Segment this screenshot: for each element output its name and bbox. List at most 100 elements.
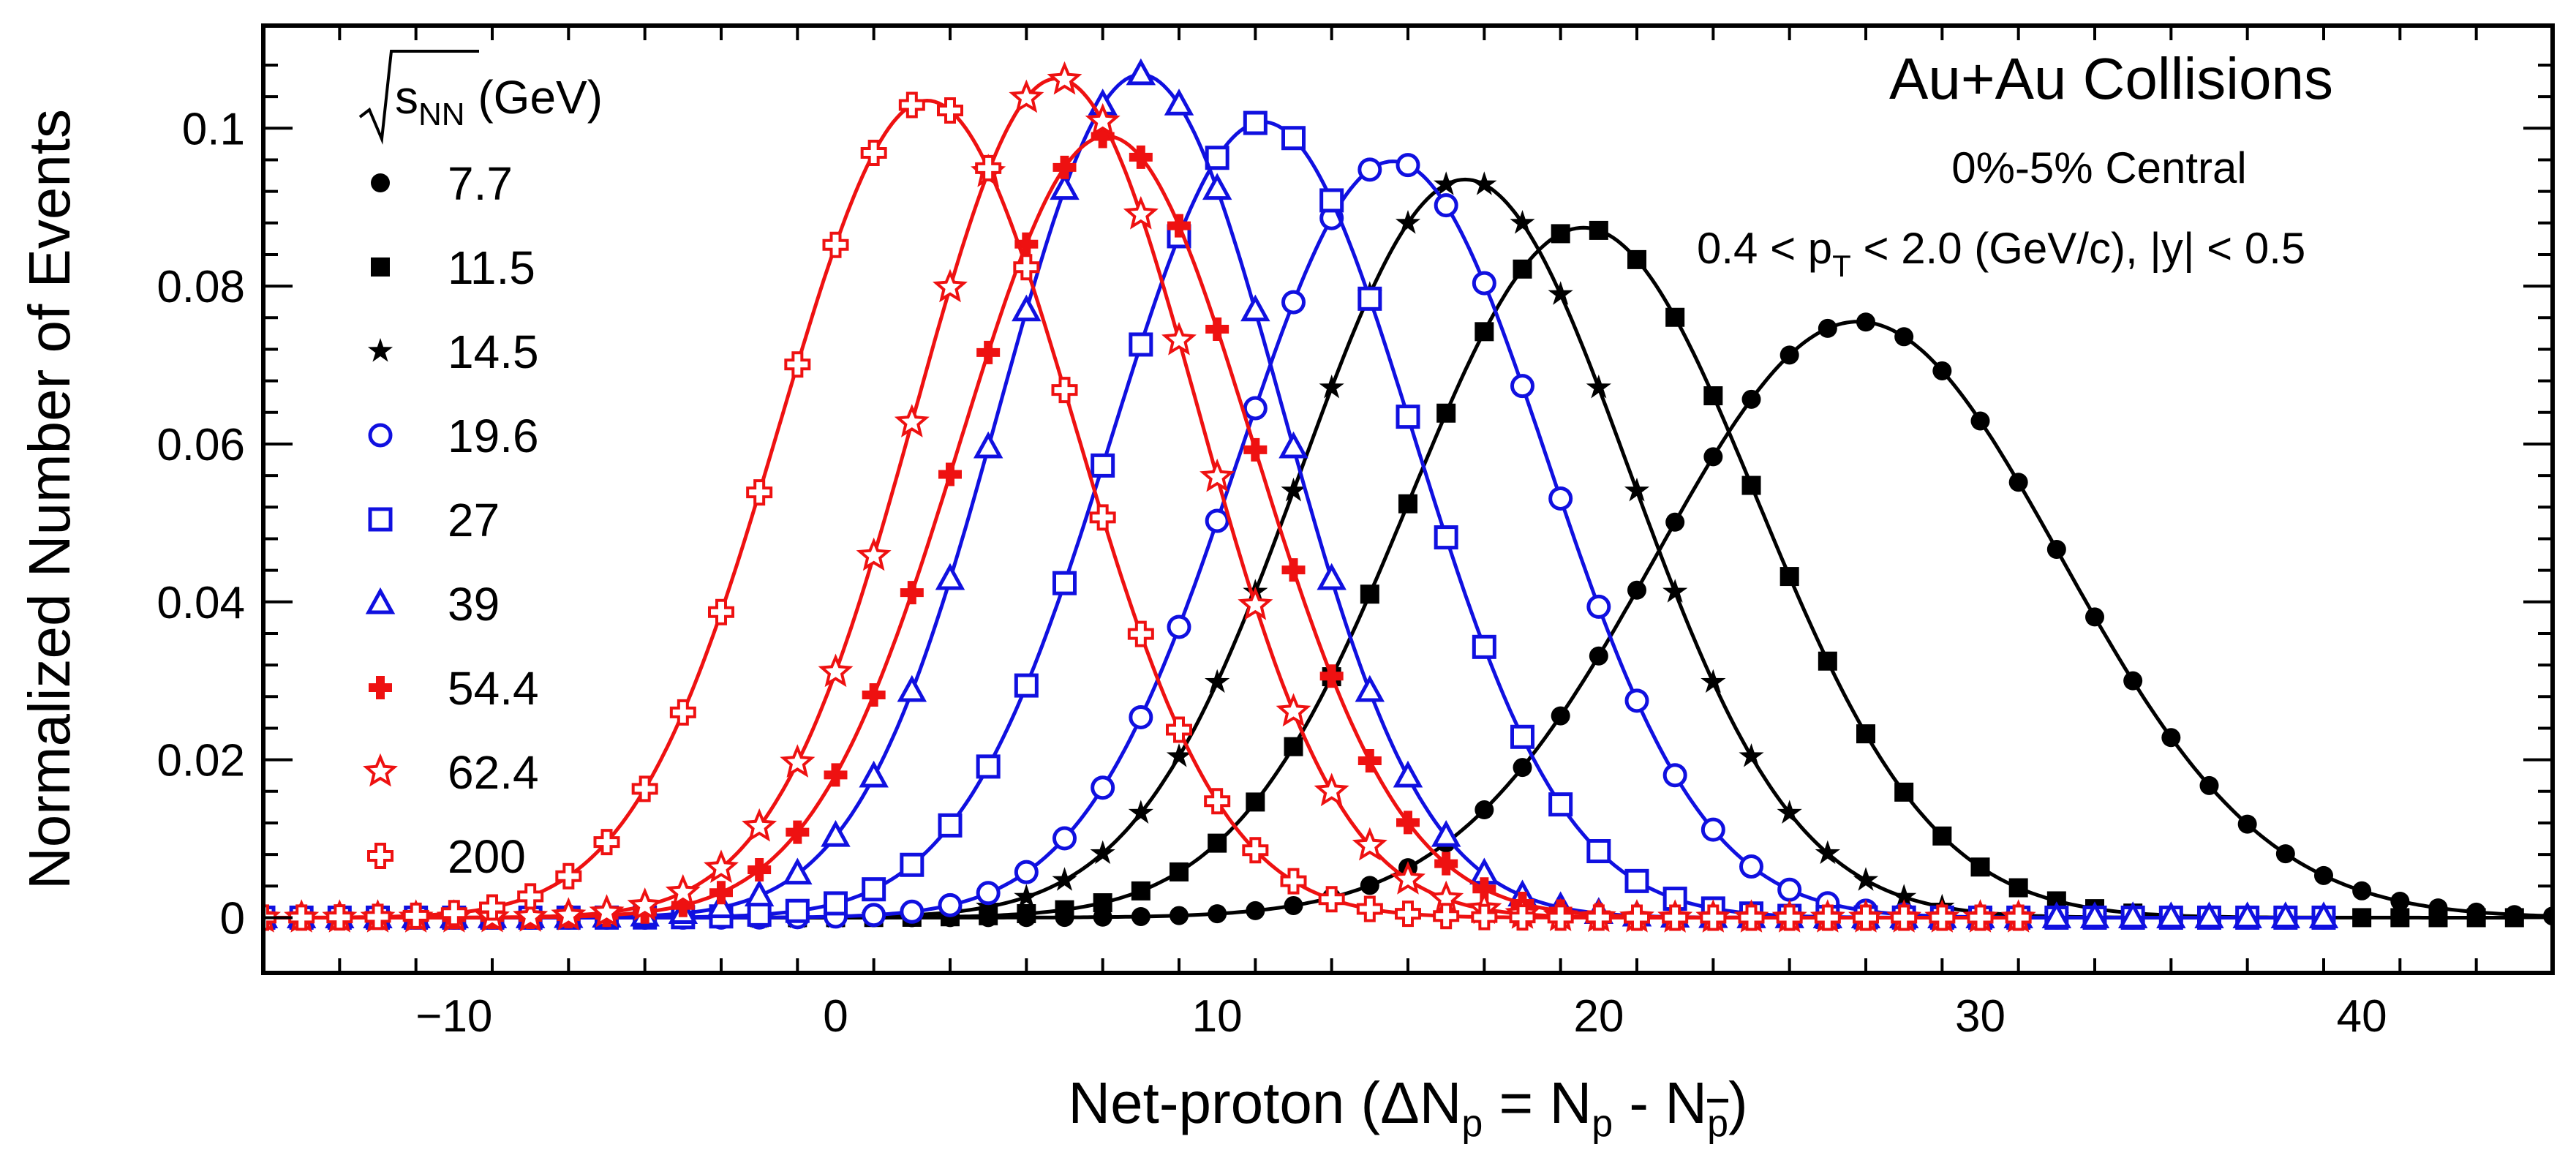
data-point [1052, 867, 1077, 891]
y-axis-label: Normalized Number of Events [17, 109, 82, 890]
data-point [1472, 634, 1496, 659]
data-point [1091, 775, 1115, 800]
x-tick-label: 0 [823, 991, 848, 1042]
data-point [1547, 904, 1574, 931]
data-point [1167, 214, 1191, 238]
sqrt-symbol [358, 50, 479, 145]
series-curve [263, 72, 2324, 920]
data-point [1589, 220, 1608, 240]
legend-marker [368, 507, 393, 532]
data-point [898, 91, 925, 119]
data-point [2199, 775, 2219, 795]
data-point [1208, 833, 1227, 853]
data-point [976, 340, 1001, 364]
data-point [1665, 307, 1685, 327]
y-tick-label: 0.06 [157, 420, 245, 470]
data-point [1051, 377, 1078, 404]
data-point [1052, 155, 1077, 179]
data-point [1589, 646, 1608, 666]
data-point [894, 404, 930, 437]
legend-entry: 200 [367, 830, 526, 883]
data-point [1052, 826, 1077, 851]
legend-marker [371, 173, 390, 192]
data-point [1738, 904, 1765, 931]
data-point [1703, 386, 1723, 406]
data-point [1090, 840, 1115, 865]
data-point [1360, 584, 1379, 604]
data-point [326, 904, 353, 931]
data-point [1741, 389, 1761, 409]
data-point [1891, 904, 1918, 931]
y-tick-label: 0.08 [157, 262, 245, 312]
data-point [1739, 854, 1763, 879]
data-point [288, 904, 315, 931]
data-point [1281, 126, 1306, 151]
data-point [1510, 724, 1534, 749]
data-point [1551, 706, 1570, 726]
data-point [2041, 901, 2072, 928]
data-point [2085, 607, 2104, 627]
data-point [1205, 669, 1230, 693]
data-point [1276, 693, 1311, 727]
x-tick-label: 10 [1192, 991, 1243, 1042]
data-point [1780, 567, 1799, 587]
legend-marker [368, 423, 393, 448]
data-point [937, 97, 963, 124]
data-point [1128, 800, 1153, 824]
data-point [1357, 286, 1382, 311]
data-point [1894, 327, 1914, 347]
data-point [1662, 579, 1688, 603]
legend-entry: 39 [365, 578, 500, 631]
data-point [2008, 473, 2028, 492]
data-point [780, 744, 816, 778]
data-point [402, 902, 429, 929]
annotations: Au+Au Collisions 0%-5% Central 0.4 < pT < … [1697, 46, 2333, 283]
y-tick-label: 0 [220, 893, 245, 944]
data-point [2046, 539, 2066, 559]
data-point [2161, 728, 2181, 748]
data-point [1012, 294, 1042, 322]
data-point [2275, 844, 2295, 864]
data-point [1586, 375, 1611, 399]
data-point [1240, 294, 1270, 322]
x-axis-label-part: Net-proton (ΔN [1068, 1070, 1461, 1135]
data-point [1434, 171, 1459, 195]
data-point [938, 813, 963, 838]
legend-entry: 62.4 [363, 746, 539, 799]
x-axis-label-part: p [1592, 1102, 1613, 1145]
data-point [1238, 587, 1273, 620]
data-point [1093, 893, 1112, 913]
data-point [1170, 862, 1189, 881]
data-point [747, 902, 772, 927]
data-point [1052, 571, 1077, 595]
data-point [1085, 102, 1121, 137]
data-point [1127, 620, 1154, 647]
data-point [1091, 453, 1115, 478]
data-point [1319, 188, 1344, 213]
data-point [1091, 124, 1115, 148]
data-point [1700, 904, 1727, 931]
data-point [1360, 876, 1379, 895]
data-point [1739, 743, 1764, 767]
data-point [1050, 173, 1080, 200]
data-point [1014, 884, 1039, 908]
legend-entry: 11.5 [371, 241, 535, 294]
data-point [1548, 486, 1573, 511]
data-point [2008, 878, 2028, 898]
data-point [1205, 146, 1229, 170]
data-point [1395, 210, 1421, 234]
data-point [1014, 232, 1039, 256]
data-point [1319, 664, 1344, 688]
legend-marker [367, 338, 393, 362]
data-point [900, 899, 924, 924]
data-point [708, 598, 734, 625]
data-point [1089, 504, 1116, 531]
data-point [1166, 743, 1192, 767]
data-point [1243, 110, 1268, 135]
data-point [1818, 318, 1837, 338]
series-curve [263, 225, 2515, 920]
data-point [1510, 374, 1534, 399]
data-point [856, 537, 892, 571]
data-point [2466, 908, 2486, 928]
data-point [1891, 884, 1917, 908]
